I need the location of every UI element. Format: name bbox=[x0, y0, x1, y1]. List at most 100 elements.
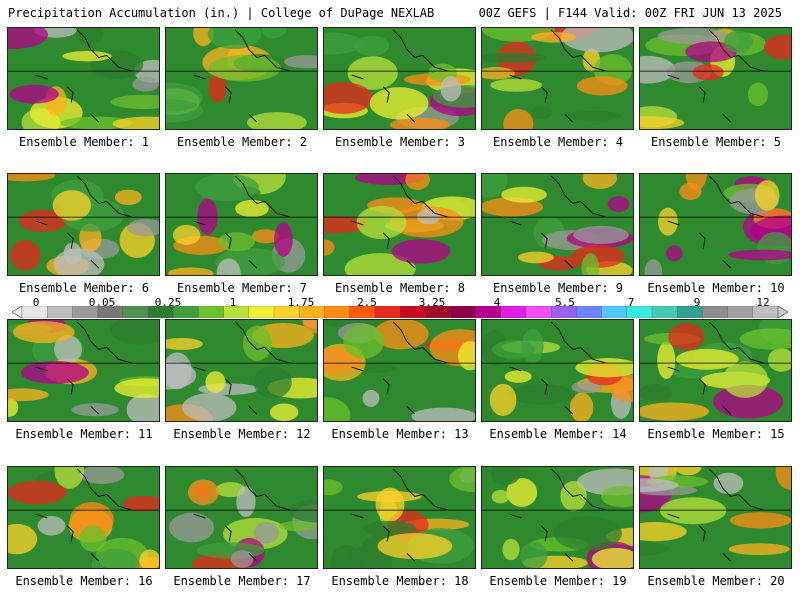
ensemble-panel bbox=[165, 319, 318, 422]
colorbar-tick-label: 7 bbox=[627, 296, 635, 309]
colorbar bbox=[12, 306, 788, 318]
ensemble-panel bbox=[481, 466, 634, 569]
colorbar-swatch bbox=[122, 306, 149, 318]
ensemble-panel bbox=[323, 319, 476, 422]
colorbar-tick-labels: 0 0.05 0.25 1 1.75 2.5 3.25 4 5.5 7 9 12 bbox=[0, 296, 800, 309]
precipitation-map bbox=[8, 467, 159, 568]
ensemble-member-label: Ensemble Member: 20 bbox=[647, 574, 785, 588]
colorbar-swatch bbox=[198, 306, 225, 318]
precipitation-map bbox=[166, 320, 317, 421]
chart-title: Precipitation Accumulation (in.) | Colle… bbox=[8, 6, 435, 20]
colorbar-swatch bbox=[702, 306, 729, 318]
colorbar-swatch bbox=[97, 306, 124, 318]
precipitation-map bbox=[166, 174, 317, 275]
ensemble-panel bbox=[165, 173, 318, 276]
colorbar-swatch bbox=[450, 306, 477, 318]
ensemble-member-label: Ensemble Member: 2 bbox=[176, 135, 308, 149]
precipitation-map bbox=[8, 174, 159, 275]
colorbar-tick-label: 1.75 bbox=[287, 296, 315, 309]
ensemble-member-label: Ensemble Member: 8 bbox=[334, 281, 466, 295]
colorbar-swatch bbox=[223, 306, 250, 318]
precipitation-map bbox=[640, 467, 791, 568]
ensemble-member-label: Ensemble Member: 7 bbox=[176, 281, 308, 295]
ensemble-panel bbox=[481, 27, 634, 130]
colorbar-tick-label: 12 bbox=[756, 296, 770, 309]
ensemble-member-label: Ensemble Member: 14 bbox=[489, 427, 627, 441]
colorbar-swatch bbox=[601, 306, 628, 318]
colorbar-swatch bbox=[248, 306, 275, 318]
ensemble-member-label: Ensemble Member: 12 bbox=[173, 427, 311, 441]
ensemble-panel bbox=[639, 466, 792, 569]
ensemble-panel bbox=[165, 27, 318, 130]
ensemble-member-label: Ensemble Member: 9 bbox=[492, 281, 624, 295]
colorbar-swatch bbox=[626, 306, 653, 318]
ensemble-member-label: Ensemble Member: 18 bbox=[331, 574, 469, 588]
colorbar-swatch bbox=[72, 306, 99, 318]
ensemble-panel bbox=[481, 173, 634, 276]
ensemble-panel bbox=[639, 27, 792, 130]
precipitation-map bbox=[482, 28, 633, 129]
colorbar-tick-label: 5.5 bbox=[555, 296, 575, 309]
ensemble-member-label: Ensemble Member: 3 bbox=[334, 135, 466, 149]
ensemble-member-label: Ensemble Member: 17 bbox=[173, 574, 311, 588]
ensemble-member-label: Ensemble Member: 4 bbox=[492, 135, 624, 149]
ensemble-member-label: Ensemble Member: 15 bbox=[647, 427, 785, 441]
colorbar-swatch bbox=[349, 306, 376, 318]
colorbar-swatch bbox=[677, 306, 703, 318]
ensemble-panel bbox=[7, 173, 160, 276]
colorbar-swatch bbox=[475, 306, 502, 318]
colorbar-swatch bbox=[299, 306, 325, 318]
colorbar-tick-label: 4 bbox=[493, 296, 501, 309]
ensemble-panel bbox=[7, 27, 160, 130]
colorbar-tick-label: 2.5 bbox=[357, 296, 377, 309]
colorbar-swatch bbox=[651, 306, 678, 318]
precipitation-map bbox=[324, 320, 475, 421]
precipitation-map bbox=[324, 467, 475, 568]
colorbar-tick-label: 1 bbox=[229, 296, 237, 309]
colorbar-swatch bbox=[147, 306, 174, 318]
precipitation-map bbox=[482, 467, 633, 568]
colorbar-tick-label: 9 bbox=[693, 296, 701, 309]
ensemble-panel bbox=[323, 173, 476, 276]
ensemble-panel bbox=[7, 319, 160, 422]
colorbar-swatch bbox=[173, 306, 199, 318]
colorbar-swatch bbox=[525, 306, 552, 318]
colorbar-swatch bbox=[727, 306, 754, 318]
precipitation-map bbox=[8, 320, 159, 421]
precipitation-map bbox=[482, 320, 633, 421]
colorbar-min-arrow bbox=[12, 306, 23, 318]
colorbar-swatch bbox=[500, 306, 527, 318]
colorbar-tick-label: 0 bbox=[32, 296, 40, 309]
precipitation-map bbox=[8, 28, 159, 129]
colorbar-tick-label: 0.05 bbox=[88, 296, 116, 309]
colorbar-swatch bbox=[752, 306, 779, 318]
ensemble-member-label: Ensemble Member: 19 bbox=[489, 574, 627, 588]
colorbar-swatch bbox=[425, 306, 451, 318]
ensemble-panel bbox=[165, 466, 318, 569]
ensemble-member-label: Ensemble Member: 13 bbox=[331, 427, 469, 441]
ensemble-member-label: Ensemble Member: 1 bbox=[18, 135, 150, 149]
ensemble-member-label: Ensemble Member: 6 bbox=[18, 281, 150, 295]
colorbar-swatch bbox=[21, 306, 48, 318]
colorbar-swatch bbox=[273, 306, 300, 318]
colorbar-swatch bbox=[47, 306, 73, 318]
precipitation-map bbox=[324, 174, 475, 275]
ensemble-panel bbox=[323, 466, 476, 569]
colorbar-swatch bbox=[551, 306, 577, 318]
colorbar-swatch bbox=[576, 306, 603, 318]
precipitation-map bbox=[640, 320, 791, 421]
precipitation-map bbox=[166, 467, 317, 568]
colorbar-tick-label: 0.25 bbox=[154, 296, 182, 309]
precipitation-map bbox=[324, 28, 475, 129]
colorbar-tick-label: 3.25 bbox=[418, 296, 446, 309]
precipitation-map bbox=[640, 28, 791, 129]
ensemble-panel bbox=[639, 319, 792, 422]
ensemble-panel bbox=[323, 27, 476, 130]
colorbar-swatch bbox=[399, 306, 426, 318]
precipitation-map bbox=[482, 174, 633, 275]
ensemble-member-label: Ensemble Member: 11 bbox=[15, 427, 153, 441]
precipitation-map bbox=[640, 174, 791, 275]
colorbar-swatch bbox=[374, 306, 401, 318]
colorbar-swatch bbox=[324, 306, 351, 318]
ensemble-panel bbox=[481, 319, 634, 422]
